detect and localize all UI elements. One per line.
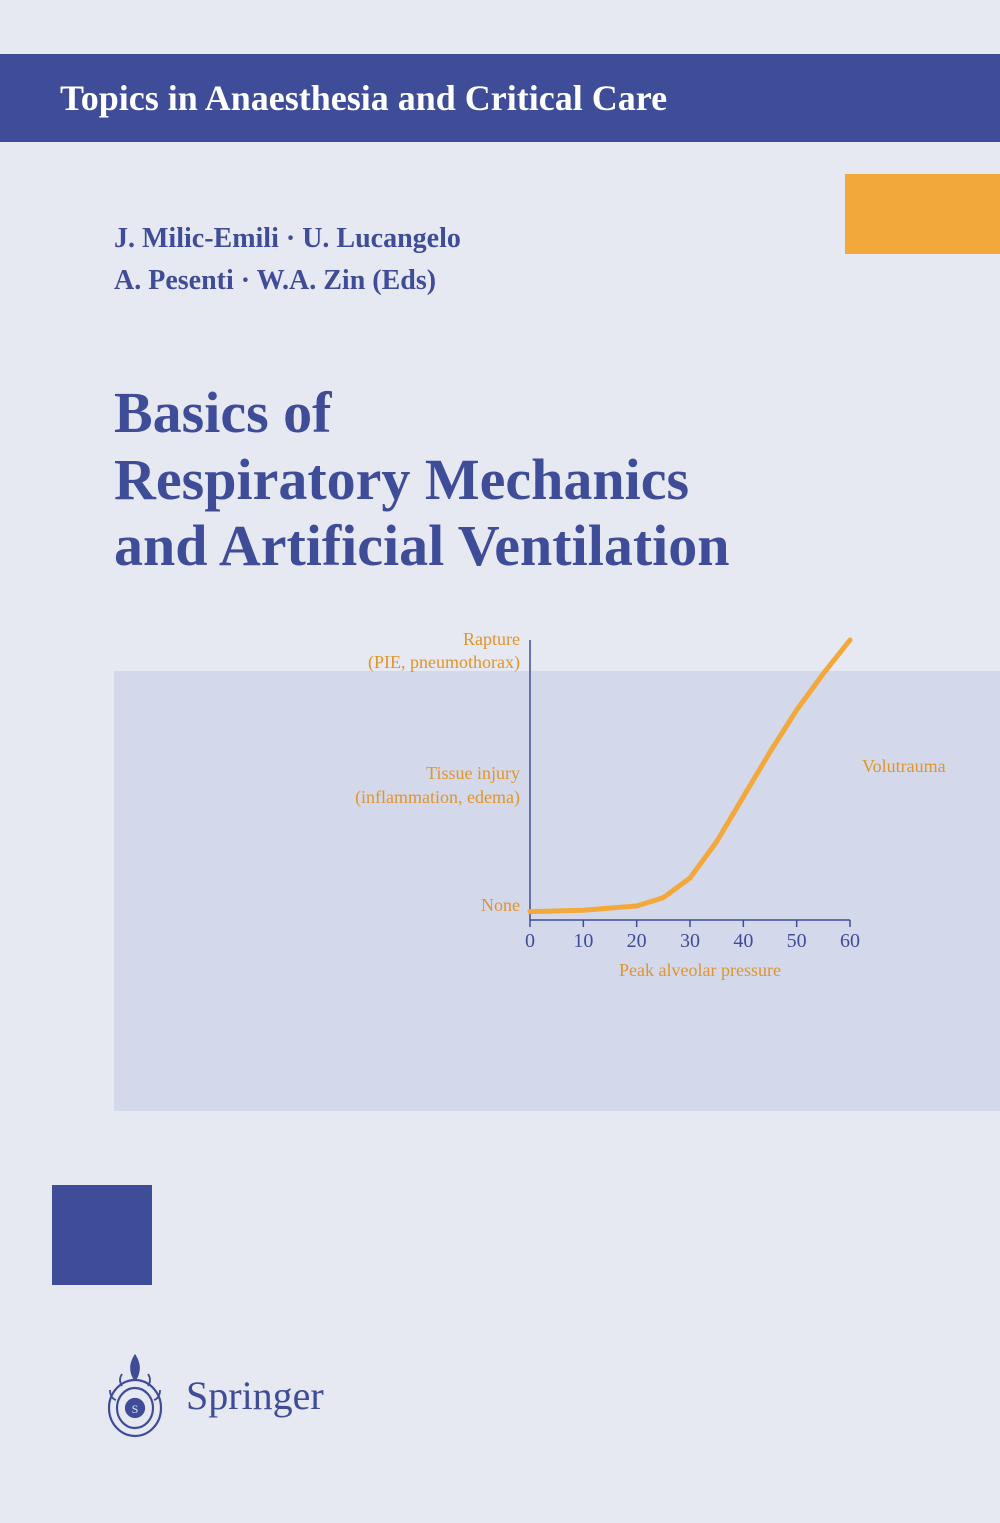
orange-accent-block	[845, 174, 1000, 254]
editors-line-2: A. Pesenti · W.A. Zin (Eds)	[114, 260, 461, 302]
svg-text:S: S	[132, 1402, 139, 1416]
title-line-1: Basics of	[114, 380, 730, 447]
chart-xtick: 0	[515, 930, 545, 953]
chart-xtick: 40	[728, 930, 758, 953]
springer-logo-icon: S	[100, 1350, 170, 1440]
series-banner: Topics in Anaesthesia and Critical Care	[0, 54, 1000, 142]
chart-svg	[510, 620, 930, 980]
chart-xlabel: Peak alveolar pressure	[600, 960, 800, 981]
title-line-2: Respiratory Mechanics	[114, 447, 730, 514]
chart-xtick: 20	[622, 930, 652, 953]
chart-xtick: 30	[675, 930, 705, 953]
chart-xtick: 60	[835, 930, 865, 953]
editors-block: J. Milic-Emili · U. Lucangelo A. Pesenti…	[114, 218, 461, 302]
title-line-3: and Artificial Ventilation	[114, 513, 730, 580]
series-title: Topics in Anaesthesia and Critical Care	[60, 77, 667, 119]
book-title: Basics of Respiratory Mechanics and Arti…	[114, 380, 730, 580]
chart-ylabel: Tissue injury(inflammation, edema)	[300, 762, 520, 809]
chart-ylabel: None	[300, 894, 520, 917]
chart-right-label: Volutrauma	[862, 756, 946, 777]
editors-line-1: J. Milic-Emili · U. Lucangelo	[114, 218, 461, 260]
chart-xtick: 50	[782, 930, 812, 953]
chart-area: 0102030405060Peak alveolar pressureRaptu…	[510, 620, 930, 1020]
chart-ylabel: Rapture(PIE, pneumothorax)	[300, 628, 520, 675]
publisher-name: Springer	[186, 1372, 324, 1419]
publisher-block: S Springer	[100, 1350, 324, 1440]
blue-accent-square	[52, 1185, 152, 1285]
chart-xtick: 10	[568, 930, 598, 953]
